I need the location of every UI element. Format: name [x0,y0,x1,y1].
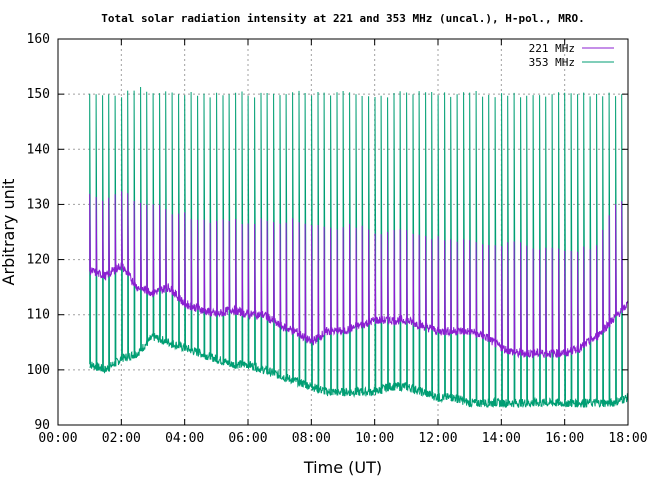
x-tick-label: 02:00 [102,431,141,446]
y-tick-label: 130 [27,197,50,212]
y-tick-label: 100 [27,363,50,378]
y-tick-label: 160 [27,32,50,47]
plot-frame [57,38,629,426]
x-tick-label: 04:00 [165,431,204,446]
y-tick-label: 120 [27,253,50,268]
x-tick-label: 10:00 [355,431,394,446]
chart-title: Total solar radiation intensity at 221 a… [101,12,584,25]
legend-label: 221 MHz [529,42,575,55]
y-tick-label: 140 [27,142,50,157]
x-tick-label: 16:00 [545,431,584,446]
x-tick-label: 06:00 [228,431,267,446]
series-layer [89,86,629,409]
x-axis-label: Time (UT) [303,458,382,477]
y-axis-label: Arbitrary unit [0,179,18,286]
x-tick-label: 00:00 [38,431,77,446]
series-line-0 [89,191,629,359]
x-tick-label: 18:00 [608,431,647,446]
x-tick-label: 14:00 [482,431,521,446]
x-tick-label: 08:00 [292,431,331,446]
legend-label: 353 MHz [529,56,575,69]
tick-layer: 00:00 02:00 04:00 06:00 08:00 10:00 12:00 14:00… [27,32,648,446]
y-tick-label: 150 [27,87,50,102]
y-tick-label: 110 [27,308,50,323]
y-tick-label: 90 [34,418,50,433]
x-tick-label: 12:00 [418,431,457,446]
series-line-1 [89,86,629,409]
